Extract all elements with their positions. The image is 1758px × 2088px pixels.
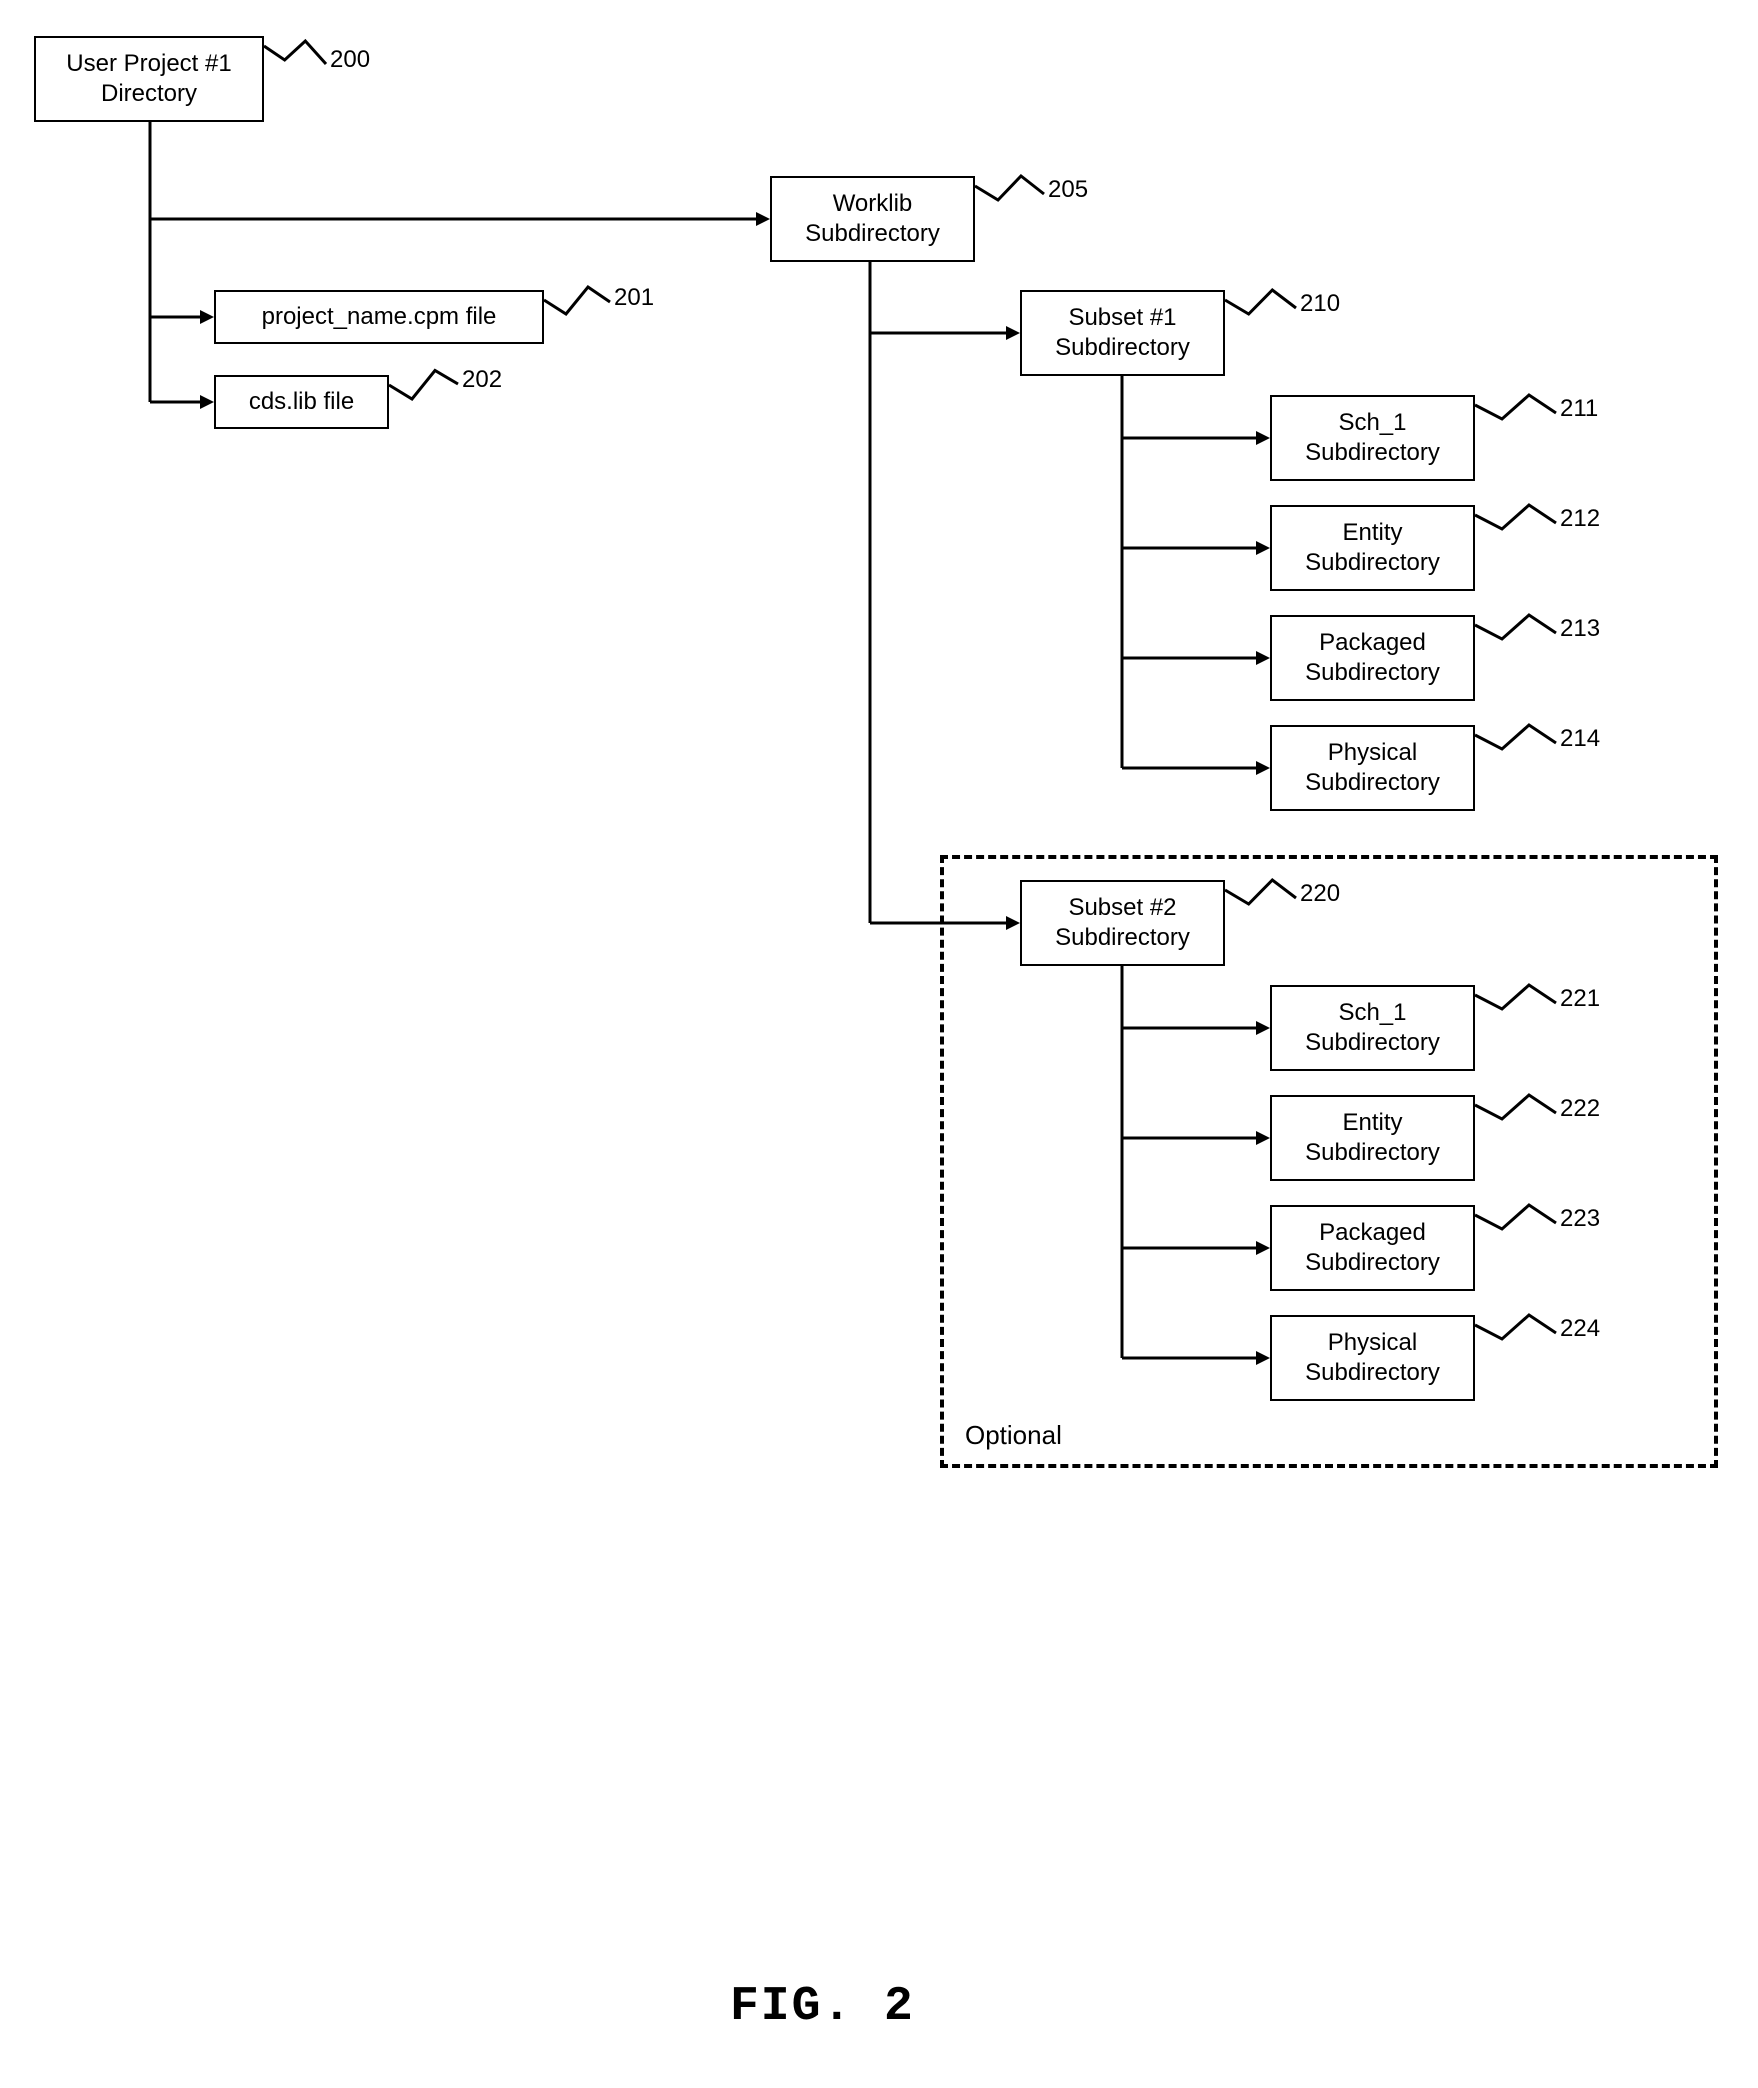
node-label: cds.lib file [249, 387, 354, 417]
node-label: project_name.cpm file [262, 302, 497, 332]
ref-label-220: 220 [1300, 880, 1340, 908]
ref-label-211: 211 [1560, 395, 1598, 423]
node-label: Sch_1Subdirectory [1305, 998, 1440, 1058]
ref-label-205: 205 [1048, 176, 1088, 204]
ref-label-222: 222 [1560, 1095, 1600, 1123]
node-cds-lib-file: cds.lib file [214, 375, 389, 429]
node-label: PackagedSubdirectory [1305, 628, 1440, 688]
ref-label-200: 200 [330, 46, 370, 74]
node-packaged-subdirectory-b: PackagedSubdirectory [1270, 1205, 1475, 1291]
ref-label-212: 212 [1560, 505, 1600, 533]
node-label: Sch_1Subdirectory [1305, 408, 1440, 468]
node-entity-subdirectory-a: EntitySubdirectory [1270, 505, 1475, 591]
node-label: Subset #2Subdirectory [1055, 893, 1190, 953]
node-worklib-subdirectory: WorklibSubdirectory [770, 176, 975, 262]
node-label: EntitySubdirectory [1305, 1108, 1440, 1168]
ref-label-223: 223 [1560, 1205, 1600, 1233]
figure-caption: FIG. 2 [730, 1980, 915, 2034]
ref-label-201: 201 [614, 284, 654, 312]
node-entity-subdirectory-b: EntitySubdirectory [1270, 1095, 1475, 1181]
ref-label-221: 221 [1560, 985, 1600, 1013]
node-project-name-cpm-file: project_name.cpm file [214, 290, 544, 344]
node-subset1-subdirectory: Subset #1Subdirectory [1020, 290, 1225, 376]
diagram-canvas: Optional User Project #1Directory projec… [0, 0, 1758, 2088]
node-label: User Project #1Directory [66, 49, 231, 109]
ref-label-202: 202 [462, 366, 502, 394]
node-label: PhysicalSubdirectory [1305, 1328, 1440, 1388]
ref-label-213: 213 [1560, 615, 1600, 643]
node-label: Subset #1Subdirectory [1055, 303, 1190, 363]
optional-region-label: Optional [965, 1420, 1062, 1451]
node-physical-subdirectory-b: PhysicalSubdirectory [1270, 1315, 1475, 1401]
node-physical-subdirectory-a: PhysicalSubdirectory [1270, 725, 1475, 811]
node-user-project-directory: User Project #1Directory [34, 36, 264, 122]
node-label: WorklibSubdirectory [805, 189, 940, 249]
node-subset2-subdirectory: Subset #2Subdirectory [1020, 880, 1225, 966]
node-sch1-subdirectory-b: Sch_1Subdirectory [1270, 985, 1475, 1071]
ref-label-224: 224 [1560, 1315, 1600, 1343]
ref-label-210: 210 [1300, 290, 1340, 318]
node-packaged-subdirectory-a: PackagedSubdirectory [1270, 615, 1475, 701]
node-sch1-subdirectory-a: Sch_1Subdirectory [1270, 395, 1475, 481]
ref-label-214: 214 [1560, 725, 1600, 753]
node-label: PhysicalSubdirectory [1305, 738, 1440, 798]
node-label: PackagedSubdirectory [1305, 1218, 1440, 1278]
node-label: EntitySubdirectory [1305, 518, 1440, 578]
